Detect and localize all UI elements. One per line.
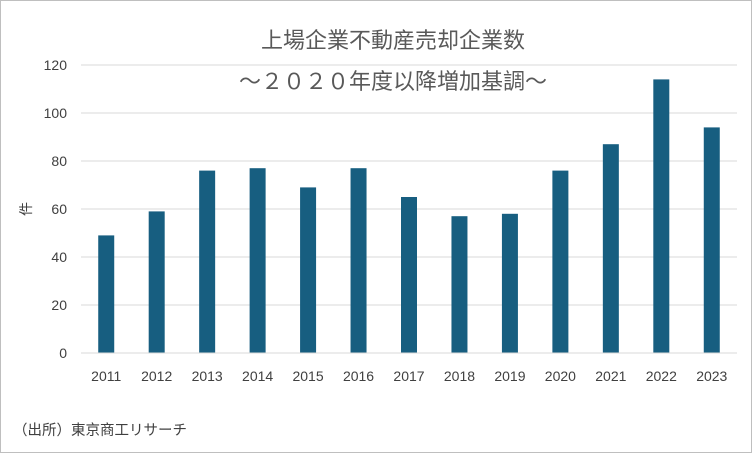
x-tick-label: 2019	[494, 368, 525, 384]
source-note: （出所）東京商工リサーチ	[13, 422, 187, 439]
x-tick-label: 2013	[192, 368, 223, 384]
y-tick-label: 40	[51, 249, 67, 265]
bar-2011	[98, 235, 115, 353]
x-tick-labels: 2011 2012 2013 2014 2015 2016 2017 2018 2019 2020…	[91, 368, 727, 384]
bar-2013	[199, 170, 216, 353]
bar-2022	[653, 79, 670, 354]
x-tick-label: 2011	[91, 368, 121, 384]
bar-2018	[451, 216, 468, 353]
x-tick-label: 2016	[343, 368, 374, 384]
x-tick-label: 2022	[646, 368, 677, 384]
x-tick-label: 2018	[444, 368, 475, 384]
bars	[98, 79, 720, 354]
chart-subtitle: ～２０２０年度以降増加基調～	[239, 70, 547, 95]
x-tick-label: 2023	[696, 368, 727, 384]
bar-2014	[249, 168, 266, 353]
x-tick-label: 2020	[545, 368, 576, 384]
bar-2016	[350, 168, 367, 353]
y-tick-label: 100	[44, 105, 68, 121]
bar-2023	[703, 127, 720, 354]
x-tick-label: 2014	[242, 368, 273, 384]
bar-2017	[401, 197, 417, 353]
bar-2019	[501, 213, 518, 353]
y-tick-label: 80	[51, 153, 67, 169]
x-tick-label: 2015	[292, 368, 323, 384]
bar-2012	[148, 211, 165, 353]
bar-2020	[552, 170, 569, 353]
chart-title: 上場企業不動産売却企業数	[261, 29, 525, 54]
y-tick-label: 60	[51, 201, 67, 217]
y-tick-labels: 0 20 40 60 80 100 120	[44, 57, 68, 361]
bar-2015	[300, 187, 317, 353]
y-tick-label: 120	[44, 57, 68, 73]
x-tick-label: 2021	[595, 368, 626, 384]
bar-2021	[602, 144, 619, 353]
y-axis-label: 件	[19, 202, 35, 216]
y-tick-label: 0	[59, 345, 67, 361]
x-tick-label: 2017	[393, 368, 424, 384]
x-tick-label: 2012	[141, 368, 172, 384]
y-tick-label: 20	[51, 297, 67, 313]
